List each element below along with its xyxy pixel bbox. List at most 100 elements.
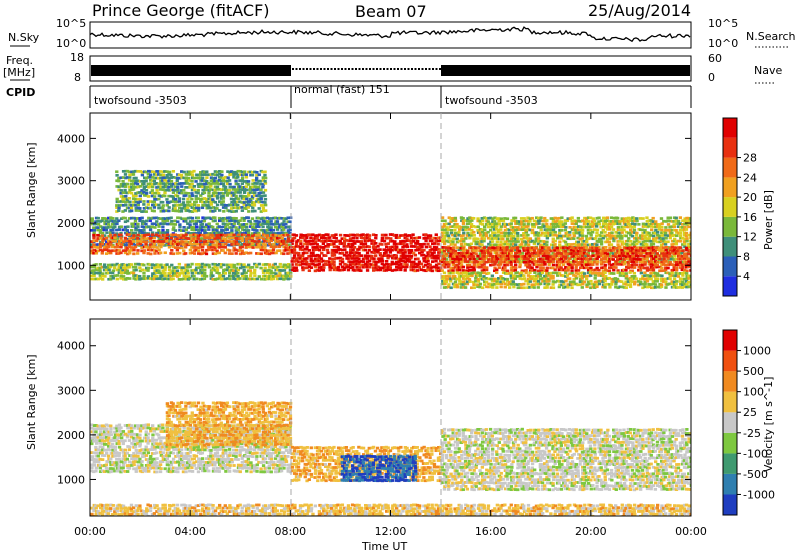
heatmap-cell xyxy=(359,240,364,243)
heatmap-cell xyxy=(551,240,555,243)
heatmap-cell xyxy=(136,179,140,183)
heatmap-cell xyxy=(178,182,182,185)
heatmap-cell xyxy=(205,176,209,179)
heatmap-cell xyxy=(219,182,224,186)
heatmap-cell xyxy=(174,204,178,207)
heatmap-cell xyxy=(451,225,455,228)
heatmap-cell xyxy=(192,188,197,192)
heatmap-cell xyxy=(462,258,466,261)
heatmap-cell xyxy=(124,271,128,275)
heatmap-cell xyxy=(275,220,280,223)
heatmap-cell xyxy=(620,219,624,223)
heatmap-cell xyxy=(180,269,184,272)
heatmap-cell xyxy=(292,256,297,260)
heatmap-cell xyxy=(353,269,357,272)
heatmap-cell xyxy=(243,170,247,174)
heatmap-cell xyxy=(191,219,195,223)
heatmap-cell xyxy=(610,234,614,237)
heatmap-cell xyxy=(96,249,100,253)
heatmap-cell xyxy=(533,231,537,235)
heatmap-cell xyxy=(580,260,584,264)
heatmap-cell xyxy=(587,220,591,223)
heatmap-cell xyxy=(172,226,176,229)
heatmap-cell xyxy=(143,176,147,180)
heatmap-cell xyxy=(622,234,627,237)
heatmap-cell xyxy=(447,265,451,269)
heatmap-cell xyxy=(629,233,633,237)
heatmap-cell xyxy=(453,252,457,255)
heatmap-cell xyxy=(193,203,197,207)
heatmap-cell xyxy=(249,222,253,226)
heatmap-cell xyxy=(641,231,645,235)
heatmap-cell xyxy=(109,249,113,253)
heatmap-cell xyxy=(261,176,265,179)
heatmap-cell xyxy=(442,257,447,261)
heatmap-cell xyxy=(491,231,495,235)
heatmap-cell xyxy=(263,229,267,232)
heatmap-cell xyxy=(298,254,303,258)
heatmap-cell xyxy=(190,232,194,235)
heatmap-cell xyxy=(687,222,691,226)
heatmap-cell xyxy=(315,253,320,257)
heatmap-cell xyxy=(524,252,529,256)
heatmap-cell xyxy=(134,200,138,204)
heatmap-cell xyxy=(447,260,451,264)
heatmap-cell xyxy=(201,192,205,195)
heatmap-cell xyxy=(138,194,142,198)
heatmap-cell xyxy=(186,192,191,195)
heatmap-cell xyxy=(564,266,568,269)
heatmap-cell xyxy=(115,240,119,243)
heatmap-cell xyxy=(651,254,656,258)
heatmap-cell xyxy=(117,263,122,267)
heatmap-cell xyxy=(240,201,244,204)
heatmap-cell xyxy=(113,233,117,237)
heatmap-cell xyxy=(443,240,447,243)
heatmap-cell xyxy=(274,234,278,237)
heatmap-cell xyxy=(528,246,532,250)
heatmap-cell xyxy=(611,254,616,258)
heatmap-cell xyxy=(359,269,363,272)
heatmap-cell xyxy=(614,266,618,269)
heatmap-cell xyxy=(687,233,691,237)
heatmap-cell xyxy=(248,197,253,201)
heatmap-cell xyxy=(242,191,247,194)
heatmap-cell xyxy=(157,239,161,243)
heatmap-cell xyxy=(574,266,578,269)
heatmap-cell xyxy=(211,277,215,281)
heatmap-cell xyxy=(136,233,140,237)
heatmap-cell xyxy=(307,265,312,269)
heatmap-cell xyxy=(92,243,96,246)
heatmap-cell xyxy=(246,231,251,235)
heatmap-cell xyxy=(232,170,236,174)
heatmap-cell xyxy=(202,197,207,200)
heatmap-cell xyxy=(248,240,253,243)
heatmap-cell xyxy=(182,217,186,221)
heatmap-cell xyxy=(403,260,408,264)
heatmap-cell xyxy=(633,231,637,234)
heatmap-cell xyxy=(171,233,175,237)
heatmap-cell xyxy=(200,240,205,244)
heatmap-cell xyxy=(441,246,445,249)
heatmap-cell xyxy=(424,236,428,240)
heatmap-cell xyxy=(656,231,660,234)
heatmap-cell xyxy=(559,266,563,269)
heatmap-cell xyxy=(284,272,288,275)
heatmap-cell xyxy=(153,197,157,201)
heatmap-cell xyxy=(407,260,412,263)
heatmap-cell xyxy=(263,234,268,238)
heatmap-cell xyxy=(601,246,606,250)
heatmap-cell xyxy=(524,243,528,246)
heatmap-cell xyxy=(628,219,632,222)
heatmap-cell xyxy=(288,263,293,267)
heatmap-cell xyxy=(562,255,566,258)
heatmap-cell xyxy=(184,245,188,249)
beam-title: Beam 07 xyxy=(355,2,427,21)
heatmap-cell xyxy=(123,228,128,231)
heatmap-cell xyxy=(217,192,222,195)
heatmap-cell xyxy=(480,223,485,226)
heatmap-cell xyxy=(399,240,403,243)
heatmap-cell xyxy=(242,237,246,241)
heatmap-cell xyxy=(284,231,288,235)
heatmap-cell xyxy=(560,220,564,223)
heatmap-cell xyxy=(417,266,422,269)
